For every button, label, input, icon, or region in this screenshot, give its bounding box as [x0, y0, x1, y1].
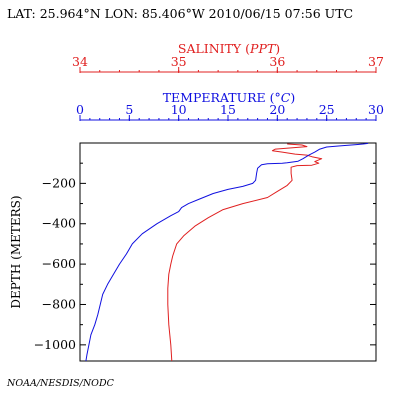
depth-axis-tick-label: −200	[42, 175, 76, 190]
temperature-axis-tick-label: 5	[125, 102, 133, 117]
salinity-axis: SALINITY (PPT) 34 35 36 37	[72, 41, 384, 73]
temperature-axis-tick-label: 20	[269, 102, 285, 117]
chart-header: LAT: 25.964°N LON: 85.406°W 2010/06/15 0…	[7, 6, 354, 21]
salinity-axis-tick-label: 36	[269, 54, 285, 69]
temperature-axis-tick-label: 15	[220, 102, 236, 117]
salinity-axis-tick-label: 34	[72, 54, 88, 69]
temperature-axis-label: TEMPERATURE (°C)	[163, 90, 296, 105]
depth-axis-tick-label: −600	[42, 256, 76, 271]
temperature-axis: TEMPERATURE (°C) 0 5 10 15 20 25 30	[76, 90, 384, 121]
depth-axis-label: DEPTH (METERS)	[9, 195, 23, 308]
salinity-axis-tick-label: 35	[171, 54, 187, 69]
temperature-axis-tick-label: 25	[319, 102, 335, 117]
temperature-profile-line	[85, 142, 369, 362]
temperature-axis-tick-label: 30	[368, 102, 384, 117]
temperature-axis-ticks: 0 5 10 15 20 25 30	[76, 102, 384, 121]
salinity-axis-tick-label: 37	[368, 54, 384, 69]
series-layer	[85, 142, 369, 362]
temperature-axis-tick-label: 10	[171, 102, 187, 117]
depth-axis-tick-label: −800	[42, 296, 76, 311]
salinity-axis-ticks: 34 35 36 37	[72, 54, 384, 73]
depth-axis-ticks: −200 −400 −600 −800 −1000	[34, 162, 376, 352]
depth-axis-tick-label: −400	[42, 216, 76, 231]
source-credit: NOAA/NESDIS/NODC	[7, 378, 114, 389]
plot-frame	[79, 142, 377, 362]
salinity-profile-line	[167, 143, 323, 362]
temperature-axis-tick-label: 0	[76, 102, 84, 117]
salinity-axis-label: SALINITY (PPT)	[178, 41, 280, 56]
depth-axis-tick-label: −1000	[34, 337, 76, 352]
